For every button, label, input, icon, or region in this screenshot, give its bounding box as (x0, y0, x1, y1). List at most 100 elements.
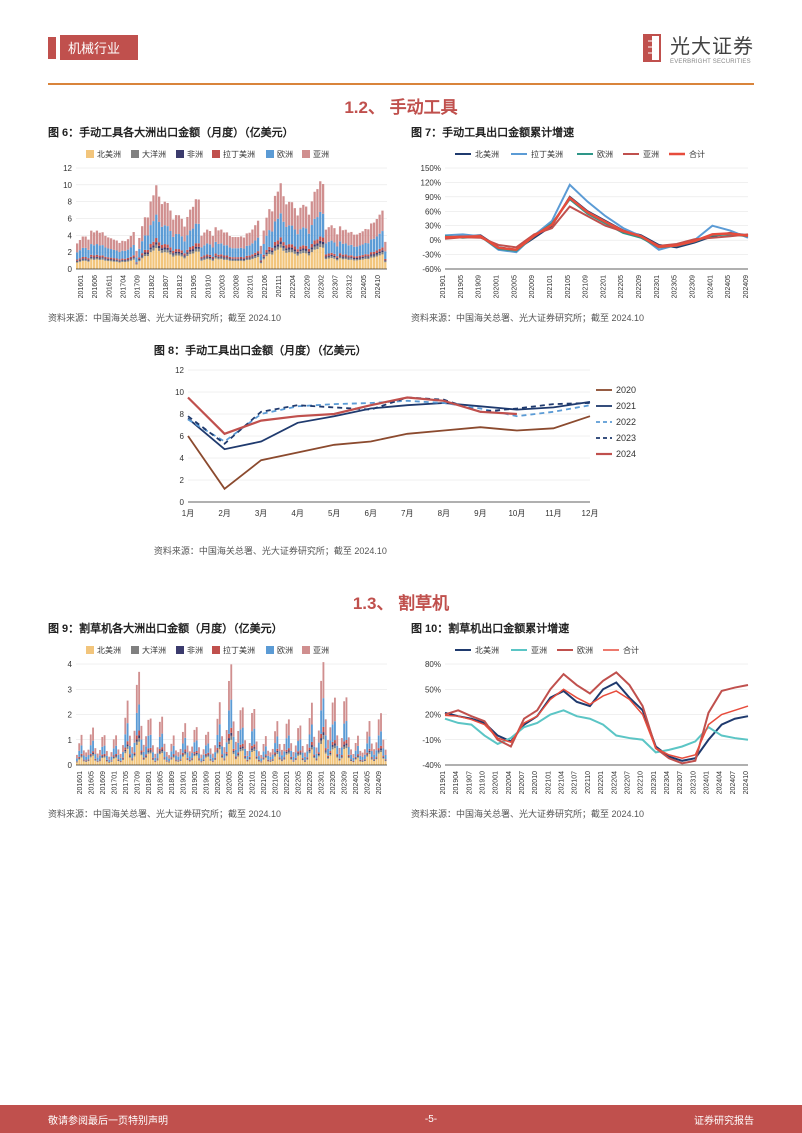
svg-text:-40%: -40% (422, 761, 441, 770)
header-divider (48, 83, 754, 85)
svg-text:201705: 201705 (123, 771, 130, 794)
svg-text:202110: 202110 (585, 771, 592, 794)
spacer (48, 328, 754, 342)
chart-7-source: 资料来源：中国海关总署、光大证券研究所；截至 2024.10 (411, 311, 754, 324)
svg-text:202209: 202209 (636, 275, 643, 298)
svg-text:202307: 202307 (333, 275, 340, 298)
header-accent-bar (48, 37, 56, 59)
svg-text:201601: 201601 (78, 275, 85, 298)
svg-text:202305: 202305 (330, 771, 337, 794)
svg-text:0: 0 (68, 761, 73, 770)
footer-center: -5- (425, 1114, 437, 1125)
svg-text:202305: 202305 (672, 275, 679, 298)
svg-text:202104: 202104 (559, 771, 566, 794)
svg-text:202307: 202307 (677, 771, 684, 794)
svg-text:202301: 202301 (654, 275, 661, 298)
svg-text:202210: 202210 (638, 771, 645, 794)
svg-text:20%: 20% (425, 711, 441, 720)
svg-text:201609: 201609 (100, 771, 107, 794)
svg-text:1月: 1月 (182, 509, 194, 518)
svg-text:202101: 202101 (248, 275, 255, 298)
svg-text:202111: 202111 (276, 275, 283, 297)
svg-text:2021: 2021 (616, 401, 636, 411)
svg-text:201901: 201901 (440, 275, 447, 298)
svg-text:201709: 201709 (134, 771, 141, 794)
page-footer: 敬请参阅最后一页特别声明 -5- 证券研究报告 (0, 1105, 802, 1133)
svg-text:北美洲: 北美洲 (475, 645, 499, 655)
svg-text:拉丁美洲: 拉丁美洲 (531, 149, 563, 159)
svg-text:2022: 2022 (616, 417, 636, 427)
svg-text:亚洲: 亚洲 (313, 150, 329, 159)
chart-6: 图 6：手动工具各大洲出口金额（月度）（亿美元） 北美洲大洋洲非洲拉丁美洲欧洲亚… (48, 124, 391, 324)
svg-text:201910: 201910 (205, 275, 212, 298)
svg-text:202005: 202005 (511, 275, 518, 298)
svg-text:202207: 202207 (624, 771, 631, 794)
svg-text:8: 8 (68, 198, 73, 207)
svg-text:欧洲: 欧洲 (277, 645, 293, 655)
svg-text:2: 2 (179, 476, 184, 485)
svg-text:2: 2 (68, 248, 73, 257)
svg-text:202401: 202401 (353, 771, 360, 794)
svg-text:0: 0 (179, 498, 184, 507)
svg-text:202010: 202010 (532, 771, 539, 794)
svg-text:202109: 202109 (583, 275, 590, 298)
svg-text:202405: 202405 (365, 771, 372, 794)
chart-10-canvas: -40%-10%20%50%80%北美洲亚洲欧洲合计20190120190420… (411, 640, 754, 805)
chart-9: 图 9：割草机各大洲出口金额（月度）（亿美元） 北美洲大洋洲非洲拉丁美洲欧洲亚洲… (48, 620, 391, 820)
footer-right: 证券研究报告 (694, 1112, 754, 1127)
svg-text:202407: 202407 (730, 771, 737, 794)
svg-text:5月: 5月 (328, 509, 340, 518)
svg-text:201901: 201901 (440, 771, 447, 794)
svg-text:-10%: -10% (422, 736, 441, 745)
svg-text:北美洲: 北美洲 (475, 149, 499, 159)
svg-text:90%: 90% (425, 193, 441, 202)
svg-text:202405: 202405 (725, 275, 732, 298)
svg-text:202405: 202405 (361, 275, 368, 298)
chart-10-source: 资料来源：中国海关总署、光大证券研究所；截至 2024.10 (411, 807, 754, 820)
chart-10-title: 图 10：割草机出口金额累计增速 (411, 620, 754, 636)
svg-text:202209: 202209 (307, 771, 314, 794)
svg-text:50%: 50% (425, 685, 441, 694)
svg-text:201910: 201910 (480, 771, 487, 794)
chart-8-canvas: 024681012202020212022202320241月2月3月4月5月6… (154, 362, 648, 542)
svg-text:202409: 202409 (743, 275, 750, 298)
svg-text:201905: 201905 (191, 275, 198, 298)
logo-icon (640, 33, 664, 63)
svg-text:202105: 202105 (261, 771, 268, 794)
header-left: 机械行业 (48, 35, 138, 60)
chart-8: 图 8：手动工具出口金额（月度）（亿美元） 024681012202020212… (154, 342, 648, 557)
svg-text:欧洲: 欧洲 (277, 149, 293, 159)
svg-text:202209: 202209 (304, 275, 311, 298)
svg-text:9月: 9月 (474, 509, 486, 518)
svg-text:-30%: -30% (422, 251, 441, 260)
svg-text:2020: 2020 (616, 385, 636, 395)
svg-text:201704: 201704 (120, 275, 127, 298)
svg-text:202205: 202205 (618, 275, 625, 298)
svg-text:202109: 202109 (273, 771, 280, 794)
svg-text:6月: 6月 (364, 509, 376, 518)
svg-text:202001: 202001 (493, 275, 500, 298)
svg-text:8: 8 (179, 410, 184, 419)
chart-8-source: 资料来源：中国海关总署、光大证券研究所；截至 2024.10 (154, 544, 648, 557)
chart-8-title: 图 8：手动工具出口金额（月度）（亿美元） (154, 342, 648, 358)
svg-text:202003: 202003 (219, 275, 226, 298)
svg-text:202004: 202004 (506, 771, 513, 794)
svg-text:201809: 201809 (169, 771, 176, 794)
svg-text:202304: 202304 (664, 771, 671, 794)
svg-text:202101: 202101 (250, 771, 257, 794)
svg-text:6: 6 (68, 215, 73, 224)
svg-text:欧洲: 欧洲 (577, 645, 593, 655)
chart-6-canvas: 北美洲大洋洲非洲拉丁美洲欧洲亚洲024681012201601201606201… (48, 144, 391, 309)
svg-text:202401: 202401 (707, 275, 714, 298)
svg-text:201812: 201812 (177, 275, 184, 298)
page: 机械行业 光大证券 EVERBRIGHT SECURITIES 1.2、 手动工… (0, 0, 802, 1133)
chart-6-title: 图 6：手动工具各大洲出口金额（月度）（亿美元） (48, 124, 391, 140)
chart-row-1: 图 6：手动工具各大洲出口金额（月度）（亿美元） 北美洲大洋洲非洲拉丁美洲欧洲亚… (48, 124, 754, 324)
svg-text:201905: 201905 (458, 275, 465, 298)
svg-text:80%: 80% (425, 660, 441, 669)
svg-text:合计: 合计 (623, 645, 639, 655)
svg-text:6: 6 (179, 432, 184, 441)
svg-text:拉丁美洲: 拉丁美洲 (223, 645, 255, 655)
svg-text:60%: 60% (425, 207, 441, 216)
brand-name-en: EVERBRIGHT SECURITIES (670, 59, 754, 65)
